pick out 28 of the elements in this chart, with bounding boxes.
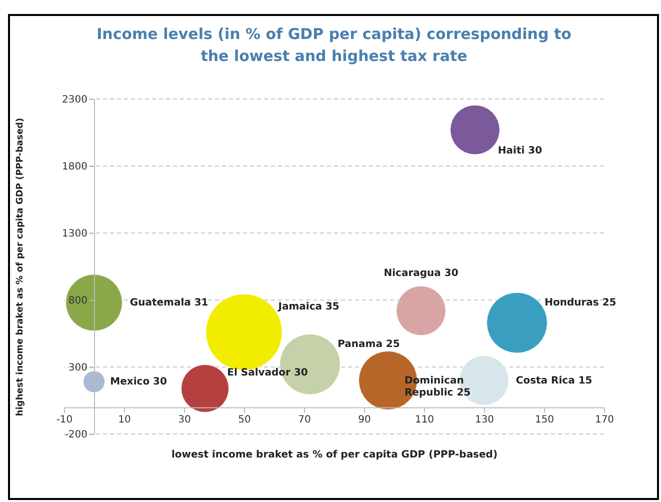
x-tick-label: 150 [534, 414, 554, 426]
x-tick-label: 30 [178, 414, 191, 426]
x-axis-title: lowest income braket as % of per capita GDP (PPP-based) [171, 450, 498, 461]
series-label: Mexico 30 [110, 376, 168, 388]
y-tick-label: 800 [68, 296, 88, 306]
x-tick-label: 50 [238, 414, 251, 426]
x-tick-label: 110 [414, 414, 434, 426]
y-tick-label: -200 [64, 430, 88, 440]
series-label: Nicaragua 30 [384, 268, 458, 279]
series-label: Haiti 30 [498, 146, 542, 157]
y-axis-title: highest income braket as % of per capita GDP (PPP-based) [16, 118, 26, 416]
series-label: Costa Rica 15 [516, 375, 592, 386]
y-tick-label: 1800 [62, 162, 88, 172]
series-label: Jamaica 35 [277, 301, 340, 312]
y-tick-label: 2300 [62, 94, 88, 106]
series-label: Guatemala 31 [130, 298, 208, 309]
x-tick-label: 170 [594, 414, 614, 426]
y-tick-label: 300 [68, 362, 88, 374]
x-tick-label: 70 [298, 414, 311, 426]
chart-title: Income levels (in % of GDP per capita) corresponding to the lowest and highest tax rate [96, 25, 572, 65]
x-tick-label: 130 [474, 414, 494, 426]
x-tick-label: 90 [358, 414, 371, 426]
series-label: El Salvador 30 [227, 367, 308, 378]
series-label: Panama 25 [338, 338, 400, 350]
series-label: Honduras 25 [544, 297, 616, 308]
x-tick-label: 10 [118, 414, 131, 426]
y-tick-label: 1300 [62, 228, 88, 240]
x-tick-label: -10 [56, 414, 73, 426]
